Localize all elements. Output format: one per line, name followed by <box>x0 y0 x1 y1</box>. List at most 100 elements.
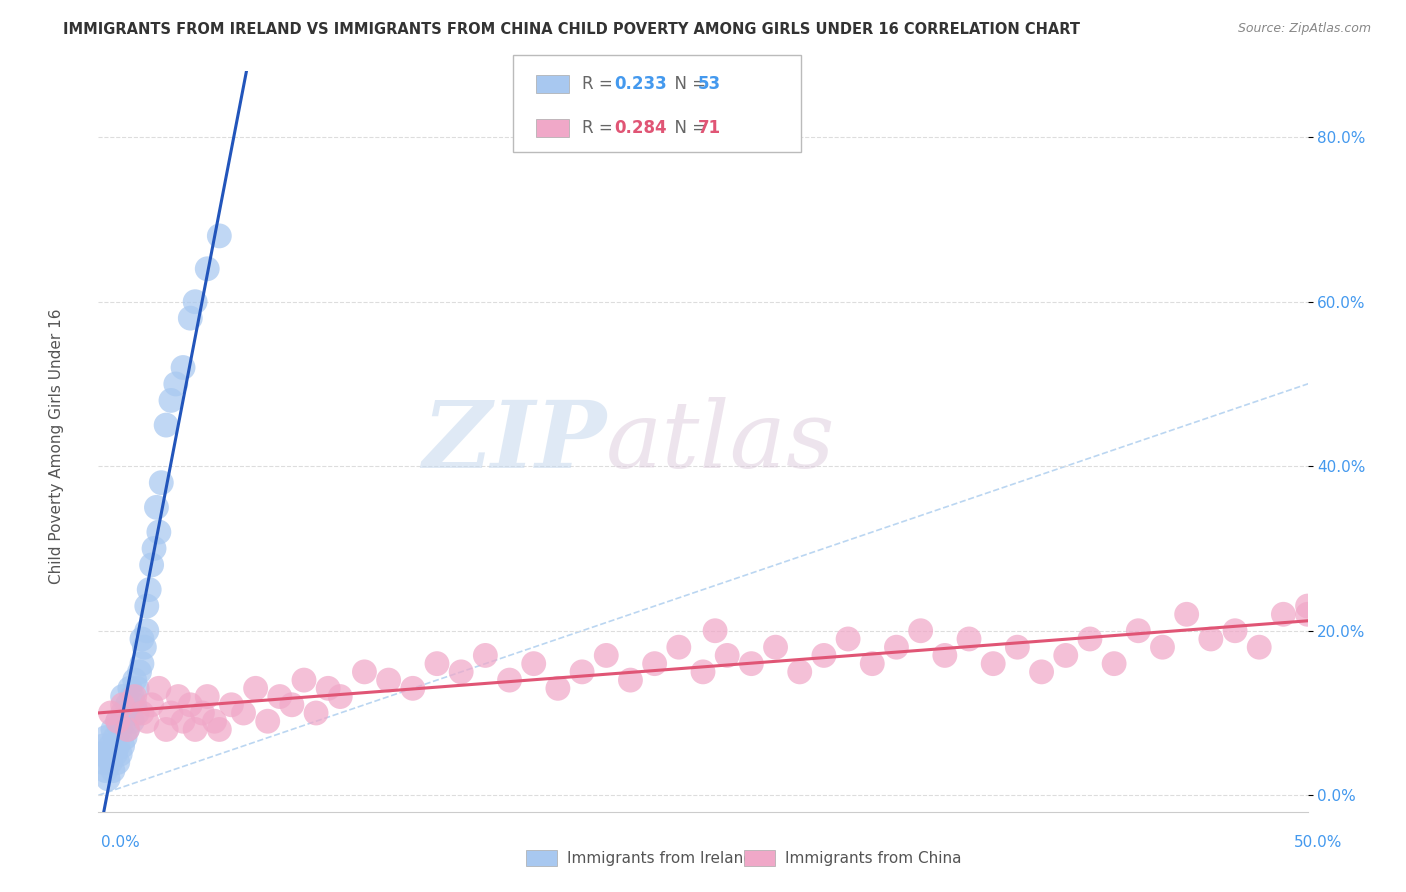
Point <box>426 657 449 671</box>
Point <box>179 311 201 326</box>
Point <box>934 648 956 663</box>
Point <box>104 747 127 761</box>
Point <box>1102 657 1125 671</box>
Point <box>292 673 315 687</box>
Point <box>281 698 304 712</box>
Point <box>107 714 129 729</box>
Point <box>167 690 190 704</box>
Point <box>716 648 738 663</box>
Point <box>138 582 160 597</box>
Point <box>813 648 835 663</box>
Point <box>111 690 134 704</box>
Point <box>704 624 727 638</box>
Point <box>740 657 762 671</box>
Point <box>523 657 546 671</box>
Point <box>91 756 114 770</box>
Point <box>1054 648 1077 663</box>
Point <box>184 294 207 309</box>
Point <box>474 648 496 663</box>
Point <box>221 698 243 712</box>
Point <box>1007 640 1029 655</box>
Point <box>644 657 666 671</box>
Text: 0.284: 0.284 <box>614 119 666 137</box>
Point <box>135 624 157 638</box>
Point <box>145 500 167 515</box>
Point <box>111 706 134 720</box>
Point <box>155 418 177 433</box>
Point <box>108 723 131 737</box>
Point <box>595 648 617 663</box>
Text: 50.0%: 50.0% <box>1295 836 1343 850</box>
Point <box>135 599 157 613</box>
Point <box>305 706 328 720</box>
Point <box>329 690 352 704</box>
Point <box>498 673 520 687</box>
Point <box>208 723 231 737</box>
Point <box>118 681 141 696</box>
Point <box>134 640 156 655</box>
Text: Child Poverty Among Girls Under 16: Child Poverty Among Girls Under 16 <box>49 309 63 583</box>
Point <box>124 698 146 712</box>
Point <box>91 739 114 753</box>
Point <box>204 714 226 729</box>
Point <box>1175 607 1198 622</box>
Point <box>1128 624 1150 638</box>
Point <box>108 747 131 761</box>
Point <box>1031 665 1053 679</box>
Point <box>90 747 112 761</box>
Point <box>117 723 139 737</box>
Point <box>107 756 129 770</box>
Point <box>160 393 183 408</box>
Text: 0.0%: 0.0% <box>101 836 141 850</box>
Point <box>97 772 120 786</box>
Point <box>692 665 714 679</box>
Point <box>107 739 129 753</box>
Point <box>128 665 150 679</box>
Point <box>127 706 149 720</box>
Point <box>837 632 859 646</box>
Point <box>150 475 173 490</box>
Point <box>117 698 139 712</box>
Point <box>101 764 124 778</box>
Point <box>141 698 163 712</box>
Point <box>208 228 231 243</box>
Point <box>571 665 593 679</box>
Point <box>155 723 177 737</box>
Point <box>94 764 117 778</box>
Point <box>232 706 254 720</box>
Point <box>165 376 187 391</box>
Text: R =: R = <box>582 119 619 137</box>
Point <box>1223 624 1246 638</box>
Point <box>1078 632 1101 646</box>
Text: 71: 71 <box>697 119 720 137</box>
Point <box>114 714 136 729</box>
Point <box>148 524 170 539</box>
Point <box>668 640 690 655</box>
Point <box>377 673 399 687</box>
Text: atlas: atlas <box>606 397 835 486</box>
Point <box>121 690 143 704</box>
Text: Immigrants from Ireland: Immigrants from Ireland <box>567 851 752 865</box>
Point <box>316 681 339 696</box>
Point <box>910 624 932 638</box>
Point <box>269 690 291 704</box>
Text: R =: R = <box>582 75 619 94</box>
Point <box>131 706 153 720</box>
Text: Source: ZipAtlas.com: Source: ZipAtlas.com <box>1237 22 1371 36</box>
Point <box>160 706 183 720</box>
Text: Immigrants from China: Immigrants from China <box>785 851 962 865</box>
Text: 53: 53 <box>697 75 720 94</box>
Point <box>100 756 122 770</box>
Point <box>121 714 143 729</box>
Point <box>100 739 122 753</box>
Point <box>184 723 207 737</box>
Point <box>135 714 157 729</box>
Point <box>195 261 218 276</box>
Point <box>450 665 472 679</box>
Point <box>148 681 170 696</box>
Point <box>143 541 166 556</box>
Point <box>1249 640 1271 655</box>
Point <box>118 706 141 720</box>
Point <box>97 747 120 761</box>
Point <box>101 723 124 737</box>
